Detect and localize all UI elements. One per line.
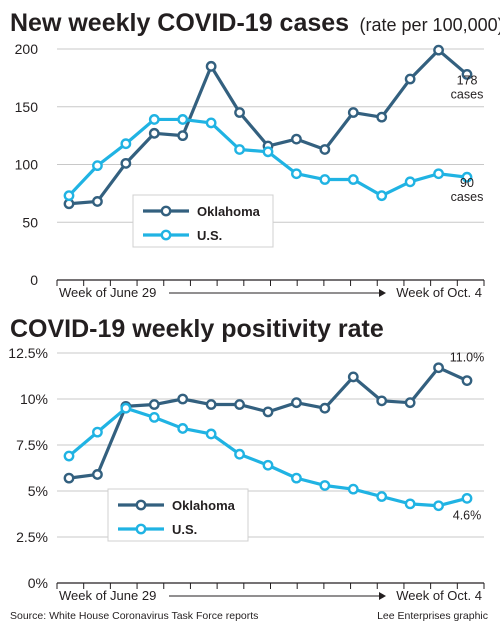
data-point-oklahoma xyxy=(347,371,359,383)
data-point-oklahoma xyxy=(177,130,189,142)
y-tick-label: 50 xyxy=(22,214,38,230)
data-point-us xyxy=(347,483,359,495)
y-tick-label: 10% xyxy=(20,391,48,407)
data-point-us xyxy=(433,500,444,512)
x-axis-arrow-head xyxy=(379,289,386,297)
y-tick-label: 0 xyxy=(30,272,38,288)
data-point-oklahoma xyxy=(376,111,388,123)
data-point-us xyxy=(291,168,302,180)
data-point-us xyxy=(234,448,245,460)
chart1-title: New weekly COVID-19 cases (rate per 100,… xyxy=(10,9,500,37)
data-point-oklahoma xyxy=(120,157,132,169)
data-point-us xyxy=(92,426,103,438)
legend-marker-us xyxy=(135,523,147,535)
x-start-label: Week of June 29 xyxy=(59,285,156,300)
data-point-oklahoma xyxy=(404,397,416,409)
data-point-us xyxy=(120,402,132,414)
data-point-us xyxy=(205,428,217,440)
chart2-title: COVID-19 weekly positivity rate xyxy=(10,315,384,343)
y-tick-label: 100 xyxy=(15,157,39,173)
data-point-us xyxy=(404,176,416,188)
data-point-us xyxy=(177,423,189,434)
data-point-oklahoma xyxy=(433,44,444,56)
y-tick-label: 5% xyxy=(28,483,48,499)
data-point-us xyxy=(148,411,160,423)
data-point-us xyxy=(404,498,416,510)
data-point-us xyxy=(63,450,75,462)
data-point-oklahoma xyxy=(92,196,103,207)
legend-marker-oklahoma xyxy=(160,205,172,217)
data-point-oklahoma xyxy=(461,69,473,80)
data-point-oklahoma xyxy=(63,472,75,484)
y-tick-label: 12.5% xyxy=(8,345,48,361)
source-note: Source: White House Coronavirus Task For… xyxy=(10,610,258,622)
end-annotation: cases xyxy=(451,190,484,204)
data-point-oklahoma xyxy=(262,406,274,418)
data-point-us xyxy=(319,480,331,491)
legend-marker-oklahoma xyxy=(135,499,147,511)
data-point-oklahoma xyxy=(92,469,103,480)
data-point-oklahoma xyxy=(148,127,160,139)
data-point-oklahoma xyxy=(234,399,245,410)
data-point-us xyxy=(63,190,75,202)
data-point-oklahoma xyxy=(177,393,189,405)
data-point-oklahoma xyxy=(404,73,416,85)
data-point-us xyxy=(347,174,359,185)
y-tick-label: 0% xyxy=(28,575,48,591)
credit-note: Lee Enterprises graphic xyxy=(377,610,488,622)
chart1-title-main: New weekly COVID-19 cases xyxy=(10,9,349,37)
data-point-us xyxy=(92,160,103,172)
end-annotation: 11.0% xyxy=(450,351,485,365)
data-point-us xyxy=(291,472,302,484)
legend-label-us: U.S. xyxy=(197,228,222,243)
data-point-us xyxy=(177,114,189,125)
x-end-label: Week of Oct. 4 xyxy=(396,588,482,603)
data-point-us xyxy=(262,146,274,158)
chart1-subtitle: (rate per 100,000) xyxy=(360,15,500,35)
data-point-us xyxy=(461,171,473,183)
y-tick-label: 150 xyxy=(15,99,39,115)
data-point-us xyxy=(433,168,444,180)
data-point-us xyxy=(120,138,132,150)
data-point-oklahoma xyxy=(291,133,302,145)
data-point-us xyxy=(205,117,217,129)
y-tick-label: 7.5% xyxy=(16,437,48,453)
data-point-us xyxy=(461,492,473,504)
legend-marker-us xyxy=(160,229,172,241)
data-point-oklahoma xyxy=(319,402,331,414)
data-point-us xyxy=(319,174,331,185)
chart1-cases: 0 50 100 150 200 Week of June 29 Week of Oct. … xyxy=(15,41,485,300)
data-point-us xyxy=(148,114,160,125)
legend-box xyxy=(107,488,249,542)
end-annotation: 4.6% xyxy=(453,508,482,522)
data-point-us xyxy=(376,190,388,202)
chart2-positivity: 0% 2.5% 5% 7.5% 10% 12.5% Week of June 29 Week … xyxy=(8,345,485,603)
y-tick-label: 2.5% xyxy=(16,529,48,545)
legend-label-oklahoma: Oklahoma xyxy=(197,204,261,219)
legend-label-us: U.S. xyxy=(172,522,197,537)
x-start-label: Week of June 29 xyxy=(59,588,156,603)
x-axis-arrow-head xyxy=(379,592,386,600)
end-annotation: 178 xyxy=(457,73,478,87)
data-point-oklahoma xyxy=(291,397,302,409)
legend-box xyxy=(132,194,274,248)
data-point-us xyxy=(262,459,274,471)
data-point-oklahoma xyxy=(205,399,217,410)
data-point-us xyxy=(234,144,245,155)
data-point-oklahoma xyxy=(347,107,359,118)
end-annotation: 90 xyxy=(460,176,474,190)
data-point-oklahoma xyxy=(433,362,444,374)
end-annotation: cases xyxy=(451,87,484,101)
data-point-oklahoma xyxy=(148,399,160,410)
data-point-us xyxy=(376,491,388,502)
data-point-oklahoma xyxy=(461,375,473,386)
y-tick-label: 200 xyxy=(15,41,39,57)
data-point-oklahoma xyxy=(376,395,388,407)
data-point-oklahoma xyxy=(234,107,245,118)
legend-label-oklahoma: Oklahoma xyxy=(172,498,236,513)
data-point-oklahoma xyxy=(319,144,331,155)
data-point-oklahoma xyxy=(205,60,217,72)
x-end-label: Week of Oct. 4 xyxy=(396,285,482,300)
